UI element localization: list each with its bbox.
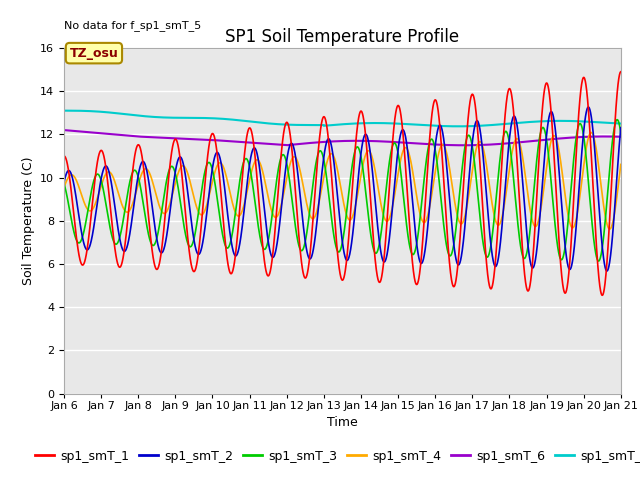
sp1_smT_6 (606, 133, 614, 139)
sp1_smT_4 (546, 144, 554, 149)
sp1_smT_7 (124, 111, 131, 117)
Line: sp1_smT_3: sp1_smT_3 (64, 120, 621, 261)
sp1_smT_3 (298, 248, 305, 253)
Text: No data for f_sp1_smT_5: No data for f_sp1_smT_5 (64, 20, 201, 31)
sp1_smT_2 (546, 111, 554, 117)
sp1_smT_3 (60, 181, 68, 187)
sp1_smT_2 (157, 250, 164, 255)
sp1_smT_3 (595, 258, 602, 264)
sp1_smT_4 (124, 209, 131, 215)
Line: sp1_smT_6: sp1_smT_6 (64, 130, 621, 145)
sp1_smT_1 (298, 261, 305, 266)
sp1_smT_4 (617, 162, 625, 168)
Text: TZ_osu: TZ_osu (70, 47, 118, 60)
sp1_smT_1 (157, 254, 164, 260)
sp1_smT_3 (613, 117, 621, 122)
Line: sp1_smT_7: sp1_smT_7 (64, 110, 621, 126)
sp1_smT_3 (546, 166, 554, 171)
sp1_smT_7 (274, 121, 282, 127)
Legend: sp1_smT_1, sp1_smT_2, sp1_smT_3, sp1_smT_4, sp1_smT_6, sp1_smT_7: sp1_smT_1, sp1_smT_2, sp1_smT_3, sp1_smT… (30, 445, 640, 468)
sp1_smT_1 (124, 219, 131, 225)
sp1_smT_7 (60, 108, 68, 113)
sp1_smT_6 (60, 127, 68, 133)
X-axis label: Time: Time (327, 416, 358, 429)
sp1_smT_3 (124, 191, 131, 197)
sp1_smT_7 (606, 120, 614, 126)
sp1_smT_3 (606, 162, 614, 168)
sp1_smT_7 (617, 120, 625, 126)
sp1_smT_3 (617, 130, 625, 136)
sp1_smT_1 (60, 153, 68, 159)
sp1_smT_6 (617, 134, 625, 140)
Title: SP1 Soil Temperature Profile: SP1 Soil Temperature Profile (225, 28, 460, 47)
sp1_smT_2 (298, 207, 305, 213)
sp1_smT_3 (274, 171, 282, 177)
sp1_smT_2 (274, 238, 282, 243)
Line: sp1_smT_4: sp1_smT_4 (64, 132, 621, 229)
sp1_smT_1 (606, 209, 614, 215)
sp1_smT_2 (603, 268, 611, 274)
sp1_smT_6 (274, 142, 282, 147)
sp1_smT_1 (274, 196, 282, 202)
sp1_smT_2 (124, 242, 131, 248)
sp1_smT_1 (617, 69, 625, 75)
sp1_smT_4 (298, 175, 305, 181)
Line: sp1_smT_2: sp1_smT_2 (64, 107, 621, 271)
sp1_smT_2 (606, 255, 614, 261)
Y-axis label: Soil Temperature (C): Soil Temperature (C) (22, 156, 35, 285)
sp1_smT_4 (60, 184, 68, 190)
sp1_smT_6 (546, 136, 554, 142)
sp1_smT_4 (606, 226, 614, 232)
sp1_smT_1 (598, 292, 606, 298)
sp1_smT_2 (617, 125, 625, 131)
sp1_smT_7 (157, 114, 164, 120)
sp1_smT_7 (546, 118, 554, 124)
sp1_smT_4 (157, 206, 164, 212)
sp1_smT_6 (460, 143, 468, 148)
sp1_smT_2 (584, 104, 592, 110)
sp1_smT_4 (606, 226, 614, 232)
sp1_smT_7 (298, 122, 305, 128)
sp1_smT_1 (546, 96, 554, 101)
sp1_smT_4 (274, 213, 282, 219)
sp1_smT_6 (124, 133, 131, 139)
sp1_smT_2 (60, 180, 68, 185)
sp1_smT_3 (157, 216, 164, 221)
Line: sp1_smT_1: sp1_smT_1 (64, 72, 621, 295)
sp1_smT_7 (454, 123, 462, 129)
sp1_smT_4 (588, 130, 595, 135)
sp1_smT_6 (298, 141, 305, 146)
sp1_smT_6 (157, 135, 164, 141)
